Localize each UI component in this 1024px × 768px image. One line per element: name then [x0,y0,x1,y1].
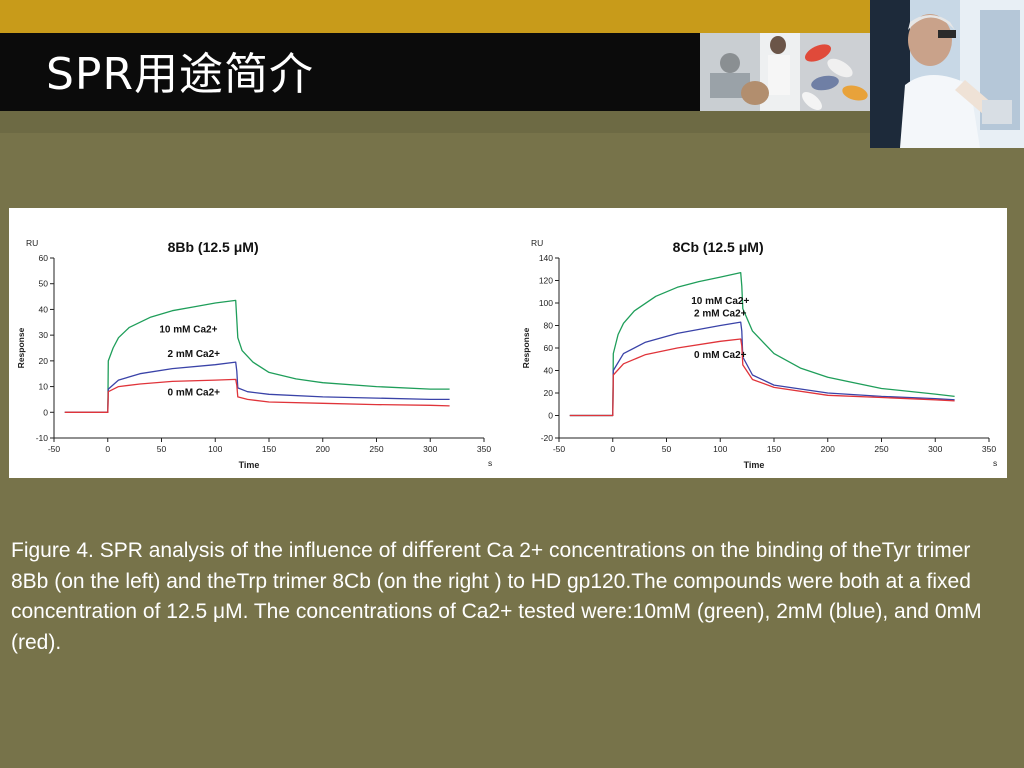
series-annotation: 0 mM Ca2+ [167,388,220,399]
y-tick-label: 120 [539,276,553,286]
y-tick-label: 0 [548,411,553,421]
spr-figure-panel: -10 0 10 20 30 40 50 60 -50 0 50 100 150 200 250 300 350… [9,208,1007,478]
y-tick-label: 50 [39,279,49,289]
y-tick-label: 80 [544,321,554,331]
x-tick-label: 300 [928,444,942,454]
y-tick-label: 140 [539,253,553,263]
y-tick-label: 30 [39,330,49,340]
x-tick-label: -50 [553,444,566,454]
x-tick-label: -50 [48,444,61,454]
series-line-blue [569,321,955,417]
y-axis-label: Response [16,327,26,368]
series-line-red [569,338,955,417]
y-tick-label: 40 [544,366,554,376]
x-tick-label: 0 [610,444,615,454]
series-line-red [64,378,450,413]
y-tick-label: 100 [539,298,553,308]
series-line-blue [64,361,450,413]
x-tick-label: 250 [874,444,888,454]
x-tick-label: 0 [105,444,110,454]
x-unit-label: s [993,458,997,468]
title-bar [0,33,700,111]
x-tick-label: 300 [423,444,437,454]
x-tick-label: 200 [821,444,835,454]
y-tick-label: 60 [544,343,554,353]
y-tick-label: 40 [39,304,49,314]
figure-caption: Figure 4. SPR analysis of the influence … [11,539,982,654]
x-unit-label: s [488,458,492,468]
chart-title: 8Cb (12.5 μM) [673,239,764,255]
series-line-green [64,299,450,413]
x-tick-label: 350 [982,444,996,454]
x-tick-label: 200 [316,444,330,454]
y-tick-label: -20 [541,433,554,443]
series-annotation: 0 mM Ca2+ [694,350,747,361]
series-annotation: 10 mM Ca2+ [691,296,749,307]
x-tick-label: 150 [767,444,781,454]
x-axis-label: Time [744,460,765,470]
series-annotation: 2 mM Ca2+ [167,349,220,360]
y-tick-label: 20 [544,388,554,398]
x-tick-label: 50 [157,444,167,454]
y-tick-label: 20 [39,356,49,366]
x-tick-label: 150 [262,444,276,454]
chart-2: -20 0 20 40 60 80 100 120 140 -50 0 50 100 150 200 250 3… [521,238,997,470]
title-underband [0,111,870,133]
scientist-photo [870,0,1024,148]
y-tick-label: 60 [39,253,49,263]
x-axis-label: Time [239,460,260,470]
lab-photo-collage [700,33,870,111]
y-tick-label: 10 [39,382,49,392]
slide-title: SPR用途简介 [46,49,315,100]
x-tick-label: 100 [208,444,222,454]
series-annotation: 10 mM Ca2+ [159,325,217,336]
series-annotation: 2 mM Ca2+ [694,309,747,320]
chart-title: 8Bb (12.5 μM) [168,239,259,255]
y-unit-label: RU [26,238,38,248]
y-unit-label: RU [531,238,543,248]
y-tick-label: 0 [43,407,48,417]
x-tick-label: 350 [477,444,491,454]
y-axis-label: Response [521,327,531,368]
y-tick-label: -10 [36,433,49,443]
x-tick-label: 250 [369,444,383,454]
series-line-green [569,271,955,417]
x-tick-label: 50 [662,444,672,454]
chart-1: -10 0 10 20 30 40 50 60 -50 0 50 100 150 200 250 300 350… [16,238,492,470]
top-accent-strip [0,0,870,33]
x-tick-label: 100 [713,444,727,454]
